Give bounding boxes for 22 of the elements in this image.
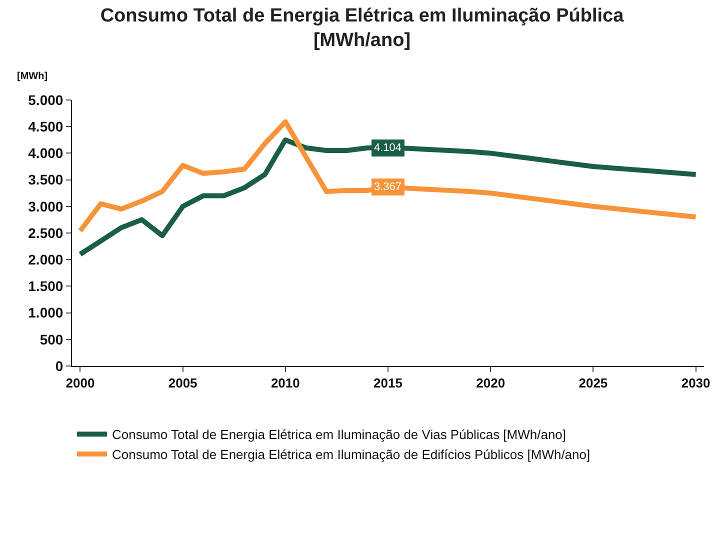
y-tick-label: 5.000	[28, 92, 64, 108]
x-tick-label: 2000	[66, 376, 95, 391]
y-tick-label: 2.000	[28, 252, 64, 268]
y-tick-label: 500	[40, 331, 64, 348]
x-tick-label: 2010	[270, 376, 300, 391]
y-tick-label: 2.500	[28, 224, 64, 241]
x-tick-label: 2015	[374, 376, 402, 391]
y-tick-label: 4.500	[28, 118, 64, 134]
x-tick-label: 2005	[168, 376, 198, 391]
y-tick-label: 0	[55, 358, 64, 374]
y-axis-title: [MWh]	[17, 71, 48, 82]
y-tick-label: 3.000	[28, 198, 64, 214]
y-tick-label: 4.000	[28, 145, 64, 162]
x-tick-label: 2030	[681, 376, 710, 391]
y-tick-label: 1.000	[28, 304, 64, 321]
y-tick-label: 1.500	[28, 278, 64, 294]
x-tick-label: 2025	[578, 376, 608, 391]
chart-title: Consumo Total de Energia Elétrica em Iluminação Pública [MWh/ano]	[100, 5, 624, 52]
x-tick-label: 2020	[476, 376, 506, 391]
legend-label: Consumo Total de Energia Elétrica em Iluminação de Vias Públicas [MWh/ano]	[112, 427, 566, 442]
y-tick-label: 3.500	[28, 172, 64, 188]
legend-label: Consumo Total de Energia Elétrica em Iluminação de Edifícios Públicos [MWh/ano]	[112, 447, 590, 462]
